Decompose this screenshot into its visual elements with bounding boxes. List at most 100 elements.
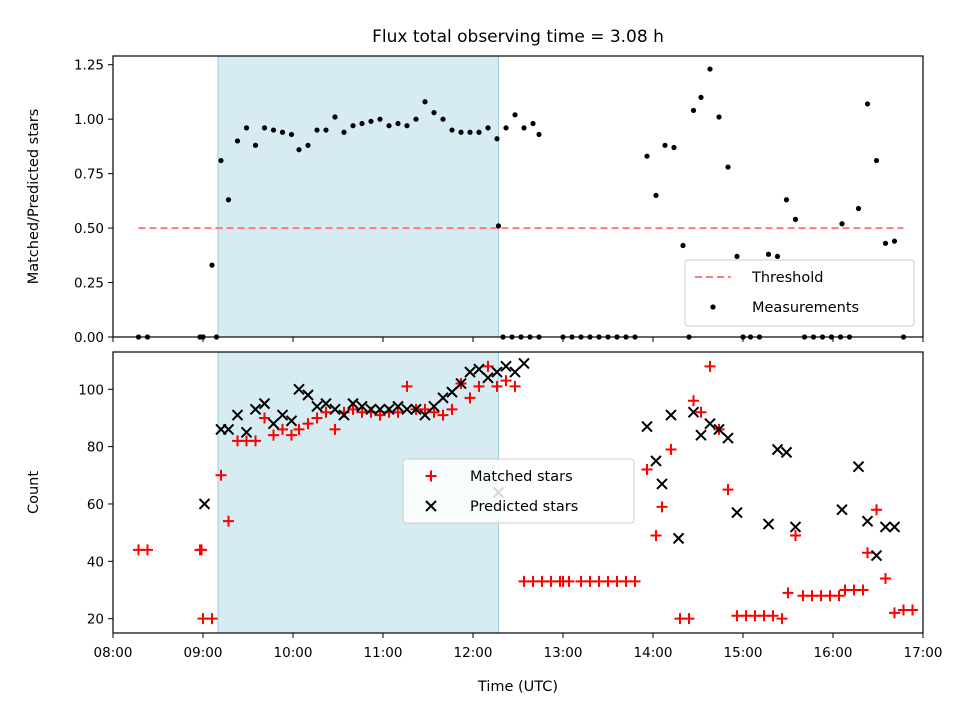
predicted-star-marker [722, 432, 734, 444]
matched-star-marker [665, 443, 677, 455]
y-tick-label: 0.25 [74, 276, 104, 292]
x-tick-label: 09:00 [184, 645, 223, 661]
measurement-point [413, 116, 419, 122]
matched-star-marker [392, 406, 404, 418]
predicted-star-marker [473, 363, 485, 375]
predicted-star-marker [222, 423, 235, 436]
predicted-star-marker [276, 409, 289, 421]
matched-star-marker [656, 501, 668, 513]
matched-star-marker [374, 409, 386, 421]
matched-star-marker [277, 423, 288, 435]
measurement-point [783, 197, 790, 203]
predicted-star-marker [240, 426, 253, 438]
y-tick-label: 20 [87, 612, 104, 628]
measurement-point [341, 129, 347, 135]
x-tick-label: 12:00 [454, 645, 493, 661]
legend-label: Predicted stars [470, 499, 578, 515]
measurement-point [774, 253, 781, 260]
matched-star-marker [704, 360, 716, 372]
y-tick-label: 0.00 [74, 330, 104, 346]
measurement-point [314, 127, 320, 133]
y-tick-label: 1.25 [74, 58, 104, 74]
measurement-point [644, 153, 650, 159]
matched-star-marker [482, 360, 494, 372]
matched-star-marker [880, 573, 891, 585]
matched-star-marker [641, 464, 653, 476]
matched-star-marker [446, 403, 458, 415]
matched-star-marker [767, 610, 779, 622]
measurement-point [891, 238, 898, 244]
predicted-star-marker [687, 406, 700, 418]
measurement-point [536, 131, 542, 138]
matched-star-marker [650, 530, 662, 542]
x-tick-label: 10:00 [274, 645, 313, 661]
predicted-star-marker [419, 409, 431, 421]
legend-label: Matched stars [470, 469, 573, 485]
predicted-star-marker [293, 383, 305, 395]
predicted-star-marker [780, 446, 793, 459]
predicted-star-marker [455, 377, 467, 390]
measurement-point [485, 125, 491, 131]
matched-star-marker [500, 375, 512, 387]
matched-star-marker [889, 607, 900, 619]
matched-star-marker [268, 429, 279, 441]
predicted-star-marker [518, 357, 530, 370]
x-tick-label: 08:00 [94, 645, 133, 661]
measurement-point [279, 129, 286, 135]
measurement-point [864, 101, 871, 107]
predicted-star-marker [464, 366, 476, 378]
predicted-star-marker [852, 460, 865, 473]
y-tick-label: 1.00 [74, 112, 104, 128]
y-tick-label: 0.75 [74, 167, 104, 183]
measurement-point [495, 223, 502, 229]
x-tick-label: 14:00 [634, 645, 673, 661]
measurement-point [882, 240, 889, 246]
predicted-star-marker [446, 386, 458, 398]
measurement-point [671, 144, 677, 151]
predicted-star-marker [762, 518, 775, 530]
predicted-star-marker [500, 360, 512, 373]
predicted-star-marker [285, 415, 298, 427]
chart-title: Flux total observing time = 3.08 h [372, 27, 664, 47]
matched-star-marker [215, 469, 227, 481]
measurement-point [707, 66, 713, 72]
measurement-point [698, 94, 704, 100]
x-tick-label: 13:00 [544, 645, 583, 661]
measurement-point [503, 125, 509, 131]
measurement-point [218, 157, 224, 164]
observing-interval-shade [217, 55, 499, 338]
predicted-star-marker [861, 515, 874, 527]
legend-label: Threshold [751, 270, 823, 286]
predicted-star-marker [731, 506, 743, 519]
predicted-star-marker [836, 503, 848, 516]
top-panel: 0.00 0.25 0.50 0.75 1.00 1.25 Flux total obser… [26, 27, 924, 346]
matched-star-marker [833, 590, 845, 602]
matched-star-marker [428, 406, 440, 418]
predicted-star-marker [482, 372, 494, 384]
matched-star-marker [857, 584, 869, 596]
predicted-star-marker [258, 397, 271, 410]
predicted-star-marker [672, 532, 685, 545]
axes-frame [112, 55, 924, 338]
matched-star-marker [695, 406, 707, 418]
predicted-star-marker [650, 455, 662, 467]
measurement-point [323, 127, 329, 133]
predicted-star-marker [879, 521, 892, 533]
measurement-point [530, 120, 536, 127]
measurement-point [449, 127, 455, 133]
legend-box [402, 458, 635, 524]
predicted-star-marker [437, 392, 449, 404]
predicted-star-marker [771, 443, 784, 456]
y-axis-label: Count [26, 471, 42, 514]
predicted-star-marker [356, 400, 368, 413]
measurement-point [467, 129, 473, 135]
predicted-star-marker [249, 403, 262, 416]
x-axis-label: Time (UTC) [477, 679, 558, 695]
predicted-star-marker [347, 397, 359, 410]
legend: Threshold Measurements [684, 259, 915, 327]
matched-star-marker [142, 544, 153, 556]
measurement-point [359, 120, 365, 127]
measurement-point [404, 123, 410, 129]
measurement-point [839, 221, 845, 227]
